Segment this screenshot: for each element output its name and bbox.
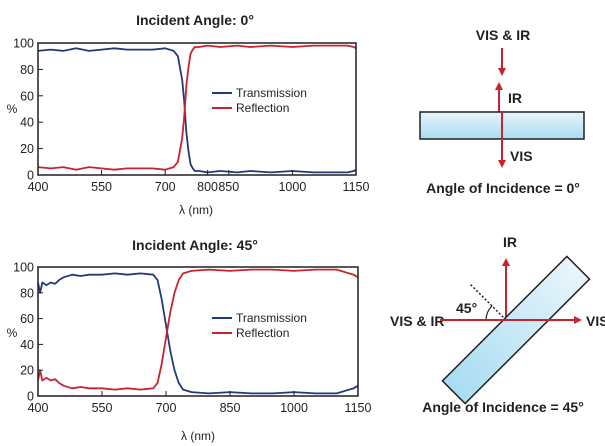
diagram-caption: Angle of Incidence = 0° — [426, 180, 580, 196]
x-axis-label: λ (nm) — [181, 429, 215, 443]
glass-plate — [441, 255, 591, 405]
plot-area: 0 20 40 60 80 100 400 550 700 800 850 1000 1150 — [13, 37, 369, 195]
reflected-beam-label: IR — [503, 234, 517, 250]
plot-area: 0 20 40 60 80 100 400 550 700 850 1000 1150 — [13, 261, 371, 416]
y-tick-label: 80 — [20, 286, 34, 300]
y-tick-label: 80 — [20, 63, 34, 77]
legend: Transmission Reflection — [212, 86, 307, 115]
y-tick-label: 100 — [13, 261, 34, 275]
y-tick-label: 0 — [27, 390, 34, 404]
x-tick-label: 700 — [156, 401, 177, 415]
series-line-reflection — [37, 44, 357, 171]
x-tick-label: 1150 — [345, 401, 372, 415]
legend: Transmission Reflection — [212, 311, 307, 340]
x-tick-label: 800 — [197, 180, 218, 194]
transmitted-beam-label: VIS — [510, 148, 533, 164]
y-tick-label: 40 — [20, 116, 34, 130]
series-line-transmission — [37, 47, 357, 174]
x-tick-label: 400 — [28, 180, 49, 194]
legend-label-reflection: Reflection — [236, 326, 289, 340]
y-tick-label: 20 — [20, 142, 34, 156]
x-tick-label: 1150 — [343, 180, 370, 194]
chart-incident-45: Incident Angle: 45° % λ (nm) 0 20 40 60 80 10… — [7, 237, 372, 443]
x-tick-label: 850 — [220, 401, 241, 415]
x-tick-label: 550 — [91, 180, 112, 194]
chart-title: Incident Angle: 0° — [136, 12, 254, 28]
legend-label-transmission: Transmission — [236, 311, 307, 325]
x-tick-label: 700 — [155, 180, 176, 194]
angle-label: 45° — [456, 300, 477, 316]
x-tick-label: 1000 — [280, 401, 308, 415]
x-tick-label: 550 — [92, 401, 113, 415]
y-tick-label: 100 — [13, 37, 34, 51]
y-axis-label: % — [7, 326, 18, 340]
y-tick-label: 0 — [27, 169, 34, 183]
input-beam-label: VIS & IR — [476, 27, 530, 43]
chart-title: Incident Angle: 45° — [132, 237, 258, 253]
legend-label-reflection: Reflection — [236, 101, 289, 115]
diagram-45-incidence: IR 45° VIS & IR VIS Angle of Incidence =… — [390, 234, 605, 415]
plot-frame — [37, 42, 357, 176]
plot-frame — [37, 266, 359, 397]
legend-label-transmission: Transmission — [236, 86, 307, 100]
diagram-caption: Angle of Incidence = 45° — [422, 399, 584, 415]
series-line-reflection — [37, 268, 359, 391]
x-tick-label: 400 — [28, 401, 49, 415]
y-tick-label: 60 — [20, 312, 34, 326]
x-tick-label: 850 — [218, 180, 239, 194]
transmitted-beam-label: VIS — [586, 313, 605, 329]
x-tick-label: 1000 — [278, 180, 306, 194]
y-axis-label: % — [7, 102, 18, 116]
chart-incident-0: Incident Angle: 0° % λ (nm) 0 20 40 60 80 100… — [7, 12, 370, 217]
diagram-normal-incidence: VIS & IR IR VIS Angle of Incidence = 0° — [419, 27, 585, 196]
angle-arc — [485, 305, 493, 321]
x-axis-label: λ (nm) — [179, 203, 213, 217]
y-tick-label: 60 — [20, 89, 34, 103]
y-tick-label: 20 — [20, 364, 34, 378]
y-tick-label: 40 — [20, 338, 34, 352]
reflected-beam-label: IR — [508, 90, 522, 106]
normal-dotted-line — [469, 283, 507, 321]
input-beam-label: VIS & IR — [390, 313, 444, 329]
series-line-transmission — [37, 272, 359, 395]
